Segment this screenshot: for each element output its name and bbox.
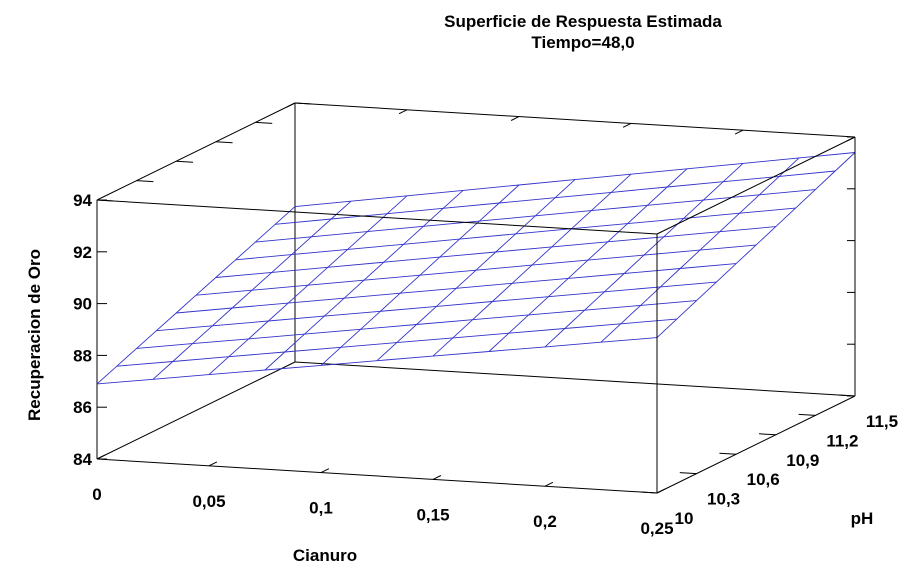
y-tick-label: 10,6 (747, 470, 780, 489)
y-tick-mark (798, 413, 816, 416)
x-tick-mark (544, 481, 554, 487)
box-edge-right-top (656, 136, 856, 235)
mesh-line-cianuro-direction (275, 170, 836, 225)
z-tick-label: 92 (73, 243, 92, 262)
surface-mesh (96, 152, 856, 385)
x-tick-mark-top (622, 122, 632, 128)
z-tick-label: 88 (73, 346, 92, 365)
y-tick-label: 11,2 (826, 431, 858, 450)
x-tick-mark-top (734, 129, 744, 135)
mesh-line-cianuro-direction (195, 244, 757, 296)
box-edge-front-top (96, 199, 658, 235)
y-axis-label: pH (851, 509, 874, 528)
chart-subtitle: Tiempo=48,0 (531, 33, 634, 52)
z-tick-label: 90 (73, 295, 92, 314)
x-axis-label: Cianuro (293, 546, 357, 565)
y-tick-label: 10,9 (786, 451, 819, 470)
z-tick-label: 84 (73, 450, 92, 469)
axis-ticks (96, 102, 856, 494)
x-tick-label: 0,25 (640, 519, 673, 538)
y-tick-label: 10 (675, 509, 694, 528)
y-tick-mark-top (255, 121, 273, 124)
plot-box-front (96, 136, 856, 494)
mesh-line-cianuro-direction (235, 207, 796, 261)
z-tick-label: 94 (73, 191, 92, 210)
x-tick-mark (208, 461, 218, 467)
mesh-line-cianuro-direction (116, 318, 677, 367)
box-edge-back-floor (294, 361, 856, 397)
chart-title: Superficie de Respuesta Estimada (444, 12, 722, 31)
mesh-line-cianuro-direction (136, 300, 697, 349)
mesh-line-cianuro-direction (96, 337, 658, 385)
y-tick-mark-top (176, 160, 194, 163)
y-tick-mark-top (294, 102, 312, 105)
x-tick-label: 0,1 (309, 499, 333, 518)
x-tick-mark (432, 475, 442, 480)
y-tick-mark (758, 433, 776, 436)
y-tick-mark (719, 452, 737, 455)
z-tick-label: 86 (73, 398, 92, 417)
y-tick-mark (679, 472, 697, 475)
box-edge-left-floor (96, 361, 296, 460)
x-tick-label: 0,15 (416, 505, 449, 524)
x-tick-label: 0,05 (192, 492, 225, 511)
x-tick-mark (96, 454, 106, 460)
z-axis-label: Recuperacion de Oro (25, 249, 44, 421)
x-tick-mark-top (286, 102, 296, 108)
mesh-line-cianuro-direction (215, 226, 776, 278)
mesh-line-cianuro-direction (294, 152, 856, 208)
x-tick-label: 0,2 (533, 512, 557, 531)
box-edge-front-floor (96, 458, 658, 494)
y-tick-label: 11,5 (866, 412, 898, 431)
y-tick-mark-top (215, 141, 233, 144)
x-tick-mark (320, 468, 330, 474)
x-tick-label: 0 (92, 485, 101, 504)
box-edge-left-top (96, 102, 296, 201)
box-edge-right-floor (656, 395, 856, 494)
x-tick-mark-top (398, 109, 408, 115)
mesh-line-cianuro-direction (156, 281, 717, 332)
y-tick-mark-top (136, 180, 154, 183)
mesh-line-cianuro-direction (255, 189, 816, 243)
plot-box-back (96, 102, 856, 460)
box-edge-back-top (294, 102, 856, 138)
mesh-line-ph-direction (96, 206, 296, 385)
mesh-line-ph-direction (656, 152, 856, 338)
x-tick-mark-top (510, 116, 520, 121)
y-tick-label: 10,3 (707, 490, 740, 509)
mesh-line-cianuro-direction (176, 263, 737, 314)
